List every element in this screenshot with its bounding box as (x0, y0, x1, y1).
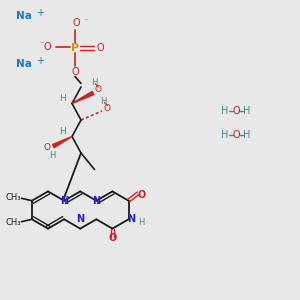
Text: H: H (100, 97, 107, 106)
Text: H: H (59, 94, 66, 103)
Text: O: O (104, 104, 111, 113)
Text: N: N (60, 196, 68, 206)
Text: Na: Na (16, 11, 32, 22)
Text: O: O (108, 233, 117, 243)
Text: H: H (243, 106, 250, 116)
Text: N: N (76, 214, 84, 224)
Text: O: O (95, 85, 102, 94)
Polygon shape (72, 92, 94, 104)
Text: O: O (97, 43, 104, 53)
Text: O: O (137, 190, 145, 200)
Text: O: O (232, 106, 240, 116)
Text: H: H (243, 130, 250, 140)
Text: H: H (91, 78, 98, 87)
Text: H: H (221, 106, 229, 116)
Text: CH₃: CH₃ (5, 218, 21, 227)
Text: N: N (92, 196, 101, 206)
Text: O: O (232, 130, 240, 140)
Text: O: O (44, 42, 51, 52)
Text: Na: Na (16, 59, 32, 70)
Text: ⁻: ⁻ (39, 39, 44, 48)
Text: O: O (73, 18, 80, 28)
Text: H: H (138, 218, 144, 227)
Polygon shape (52, 136, 72, 148)
Text: P: P (71, 43, 79, 53)
Text: ⁻: ⁻ (83, 16, 88, 25)
Text: O: O (44, 143, 51, 152)
Text: CH₃: CH₃ (5, 193, 21, 202)
Text: +: + (37, 56, 44, 67)
Text: H: H (59, 127, 66, 136)
Text: H: H (49, 151, 56, 160)
Text: H: H (221, 130, 229, 140)
Text: O: O (71, 67, 79, 77)
Text: N: N (127, 214, 135, 224)
Text: +: + (37, 8, 44, 19)
